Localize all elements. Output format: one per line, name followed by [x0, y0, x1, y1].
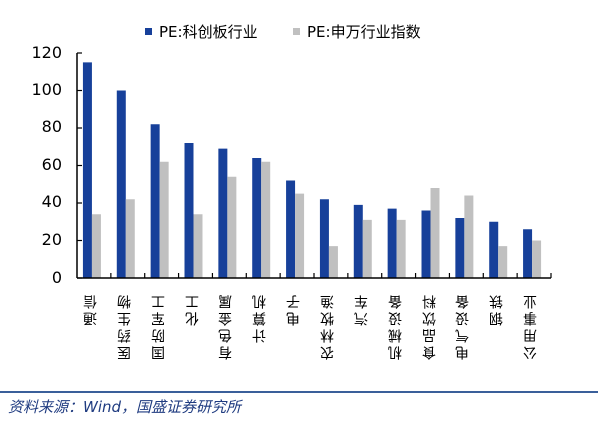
x-category-label: 农林牧渔 [319, 292, 336, 360]
bar-shenwan [396, 219, 406, 278]
bar-kechuang [421, 210, 431, 278]
bar-kechuang [184, 143, 194, 278]
x-category-label: 公用事业 [523, 292, 540, 360]
chart-legend: PE:科创板行业 PE:申万行业指数 [0, 20, 600, 42]
bar-kechuang [286, 180, 296, 278]
bar-kechuang [82, 62, 92, 278]
bar-kechuang [218, 148, 228, 278]
y-tick-label: 100 [31, 80, 62, 99]
bar-shenwan [227, 176, 237, 278]
bar-shenwan [532, 240, 542, 278]
bar-shenwan [362, 219, 372, 278]
bar-shenwan [193, 214, 203, 278]
bar-kechuang [252, 158, 262, 278]
x-category-label: 钢铁 [489, 292, 506, 326]
bar-shenwan [91, 214, 101, 278]
x-category-label: 有色金属 [218, 292, 235, 360]
bar-shenwan [464, 195, 474, 278]
bar-kechuang [353, 204, 363, 278]
bar-kechuang [489, 221, 499, 278]
bar-kechuang [150, 124, 160, 278]
bar-shenwan [430, 188, 440, 278]
x-category-label: 医药生物 [116, 292, 133, 360]
bar-kechuang [319, 199, 329, 278]
bar-shenwan [328, 246, 338, 278]
legend-item-shenwan: PE:申万行业指数 [293, 20, 421, 42]
y-tick-label: 20 [41, 230, 62, 249]
x-category-label: 国防军工 [150, 292, 167, 360]
source-divider [0, 391, 598, 393]
legend-label-shenwan: PE:申万行业指数 [307, 22, 421, 41]
y-tick-label: 80 [41, 117, 62, 136]
bar-chart-plot [76, 52, 552, 279]
y-tick-label: 60 [41, 155, 62, 174]
x-category-label: 机械设备 [387, 292, 404, 360]
legend-swatch-shenwan-icon [293, 27, 300, 35]
legend-swatch-kechuang-icon [145, 27, 152, 35]
bar-shenwan [498, 246, 508, 278]
y-tick-label: 120 [31, 43, 62, 62]
bar-shenwan [159, 161, 169, 278]
bar-kechuang [455, 218, 465, 278]
x-category-label: 通信 [82, 292, 99, 326]
legend-label-kechuang: PE:科创板行业 [159, 22, 258, 41]
bar-shenwan [261, 161, 271, 278]
x-category-label: 食品饮料 [421, 292, 438, 360]
legend-item-kechuang: PE:科创板行业 [145, 20, 258, 42]
x-category-label: 电气设备 [455, 292, 472, 360]
x-category-label: 计算机 [252, 292, 269, 343]
bar-kechuang [523, 229, 533, 278]
x-category-label: 电子 [286, 292, 303, 326]
bar-kechuang [116, 90, 126, 278]
bar-kechuang [387, 208, 397, 278]
y-tick-label: 40 [41, 192, 62, 211]
x-category-label: 化工 [184, 292, 201, 326]
source-note: 资料来源：Wind，国盛证券研究所 [8, 398, 242, 416]
bar-shenwan [125, 199, 135, 278]
bar-shenwan [295, 193, 305, 278]
y-tick-label: 0 [51, 268, 62, 287]
x-category-label: 汽车 [353, 292, 370, 326]
